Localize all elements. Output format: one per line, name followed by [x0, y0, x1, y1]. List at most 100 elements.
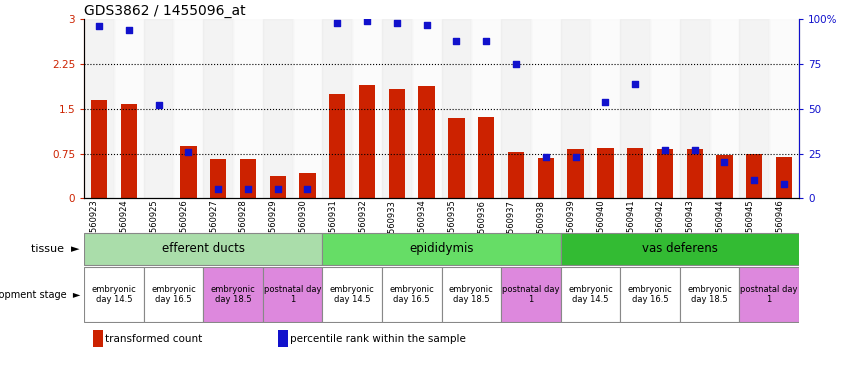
Bar	[382, 19, 412, 198]
Bar	[180, 146, 197, 198]
Bar	[770, 19, 799, 198]
Text: embryonic
day 16.5: embryonic day 16.5	[389, 285, 434, 304]
Bar	[322, 19, 352, 198]
Bar	[746, 154, 763, 198]
Text: postnatal day
1: postnatal day 1	[740, 285, 798, 304]
Bar	[739, 19, 770, 198]
Bar	[322, 267, 382, 322]
Bar	[686, 149, 703, 198]
Text: embryonic
day 14.5: embryonic day 14.5	[568, 285, 613, 304]
Bar	[204, 267, 262, 322]
Bar	[84, 267, 144, 322]
Point	[182, 149, 195, 155]
Bar	[710, 19, 739, 198]
Bar	[233, 19, 262, 198]
Bar	[537, 158, 554, 198]
Bar	[442, 19, 471, 198]
Text: embryonic
day 18.5: embryonic day 18.5	[687, 285, 732, 304]
Bar	[501, 267, 561, 322]
Point	[93, 23, 106, 30]
Bar	[568, 149, 584, 198]
Bar	[352, 19, 382, 198]
Point	[688, 147, 701, 153]
Point	[659, 147, 672, 153]
Bar	[597, 147, 614, 198]
Point	[777, 181, 791, 187]
Text: development stage  ►: development stage ►	[0, 290, 80, 300]
Point	[301, 186, 315, 192]
Point	[539, 154, 553, 160]
Point	[748, 177, 761, 184]
Bar	[442, 267, 501, 322]
Bar	[359, 85, 375, 198]
Bar	[620, 267, 680, 322]
Bar	[478, 116, 495, 198]
Bar	[776, 157, 792, 198]
Point	[122, 27, 135, 33]
Bar	[240, 159, 257, 198]
Bar	[448, 118, 464, 198]
Bar	[144, 267, 204, 322]
Bar	[561, 19, 590, 198]
Bar	[144, 19, 173, 198]
Bar	[91, 100, 107, 198]
Bar	[389, 89, 405, 198]
Bar	[114, 19, 144, 198]
Bar	[501, 19, 531, 198]
Text: postnatal day
1: postnatal day 1	[264, 285, 321, 304]
Text: efferent ducts: efferent ducts	[161, 242, 245, 255]
Bar	[299, 173, 315, 198]
Bar	[561, 233, 799, 265]
Point	[271, 186, 284, 192]
Bar	[650, 19, 680, 198]
Bar	[84, 19, 114, 198]
Bar	[382, 267, 442, 322]
Point	[241, 186, 255, 192]
Bar	[680, 267, 739, 322]
Point	[360, 18, 373, 24]
Text: embryonic
day 18.5: embryonic day 18.5	[210, 285, 256, 304]
Bar	[412, 19, 442, 198]
Bar	[739, 267, 799, 322]
Point	[599, 99, 612, 105]
Point	[152, 102, 166, 108]
Bar	[278, 330, 288, 347]
Point	[569, 154, 582, 160]
Bar	[561, 267, 620, 322]
Text: embryonic
day 14.5: embryonic day 14.5	[92, 285, 136, 304]
Text: postnatal day
1: postnatal day 1	[502, 285, 559, 304]
Text: embryonic
day 14.5: embryonic day 14.5	[330, 285, 374, 304]
Point	[390, 20, 404, 26]
Bar	[120, 104, 137, 198]
Bar	[322, 233, 561, 265]
Text: percentile rank within the sample: percentile rank within the sample	[290, 334, 466, 344]
Text: epididymis: epididymis	[410, 242, 473, 255]
Point	[510, 61, 523, 67]
Bar	[293, 19, 322, 198]
Bar	[84, 233, 322, 265]
Bar	[657, 149, 673, 198]
Bar	[210, 159, 226, 198]
Bar	[717, 155, 733, 198]
Text: embryonic
day 16.5: embryonic day 16.5	[627, 285, 673, 304]
Text: embryonic
day 18.5: embryonic day 18.5	[449, 285, 494, 304]
Point	[450, 38, 463, 44]
Point	[331, 20, 344, 26]
Bar	[262, 267, 322, 322]
Point	[211, 186, 225, 192]
Bar	[680, 19, 710, 198]
Bar	[269, 175, 286, 198]
Bar	[620, 19, 650, 198]
Point	[420, 22, 433, 28]
Bar	[471, 19, 501, 198]
Text: embryonic
day 16.5: embryonic day 16.5	[151, 285, 196, 304]
Bar	[419, 86, 435, 198]
Bar	[262, 19, 293, 198]
Point	[628, 81, 642, 87]
Point	[479, 38, 493, 44]
Bar	[173, 19, 204, 198]
Bar	[627, 147, 643, 198]
Bar	[329, 94, 346, 198]
Bar	[531, 19, 561, 198]
Text: tissue  ►: tissue ►	[31, 244, 80, 254]
